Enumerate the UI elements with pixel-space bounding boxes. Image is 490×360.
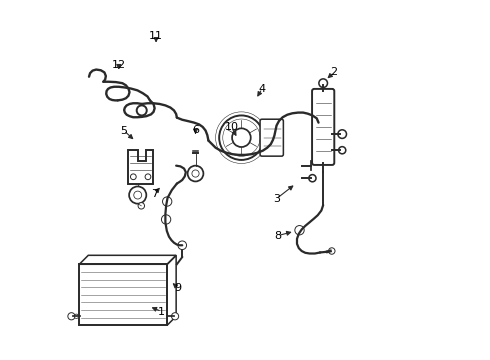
Circle shape	[163, 197, 172, 206]
Circle shape	[338, 130, 346, 138]
Circle shape	[68, 313, 75, 320]
Text: 8: 8	[274, 231, 282, 240]
Circle shape	[329, 248, 335, 254]
Circle shape	[74, 314, 78, 319]
Circle shape	[295, 226, 304, 235]
Circle shape	[192, 170, 199, 177]
FancyBboxPatch shape	[260, 119, 283, 156]
Text: 9: 9	[174, 283, 181, 293]
Circle shape	[145, 174, 151, 180]
Text: 7: 7	[151, 189, 158, 199]
Circle shape	[138, 203, 145, 209]
Circle shape	[232, 129, 251, 147]
Circle shape	[339, 147, 346, 154]
Text: 4: 4	[259, 84, 266, 94]
Circle shape	[219, 116, 264, 160]
Text: 11: 11	[149, 31, 163, 41]
FancyBboxPatch shape	[312, 89, 334, 165]
Text: 6: 6	[192, 125, 199, 135]
Circle shape	[134, 191, 142, 199]
Text: 5: 5	[120, 126, 127, 135]
Circle shape	[188, 166, 203, 181]
Circle shape	[319, 79, 327, 87]
Circle shape	[161, 215, 171, 224]
Circle shape	[172, 313, 179, 320]
Circle shape	[130, 174, 136, 180]
Text: 2: 2	[330, 67, 338, 77]
Text: 3: 3	[273, 194, 280, 204]
Text: 1: 1	[158, 307, 165, 316]
Circle shape	[129, 186, 147, 204]
Text: 12: 12	[112, 59, 126, 69]
Circle shape	[309, 175, 316, 182]
Text: 10: 10	[224, 122, 238, 132]
Circle shape	[178, 241, 187, 249]
Circle shape	[137, 105, 147, 116]
